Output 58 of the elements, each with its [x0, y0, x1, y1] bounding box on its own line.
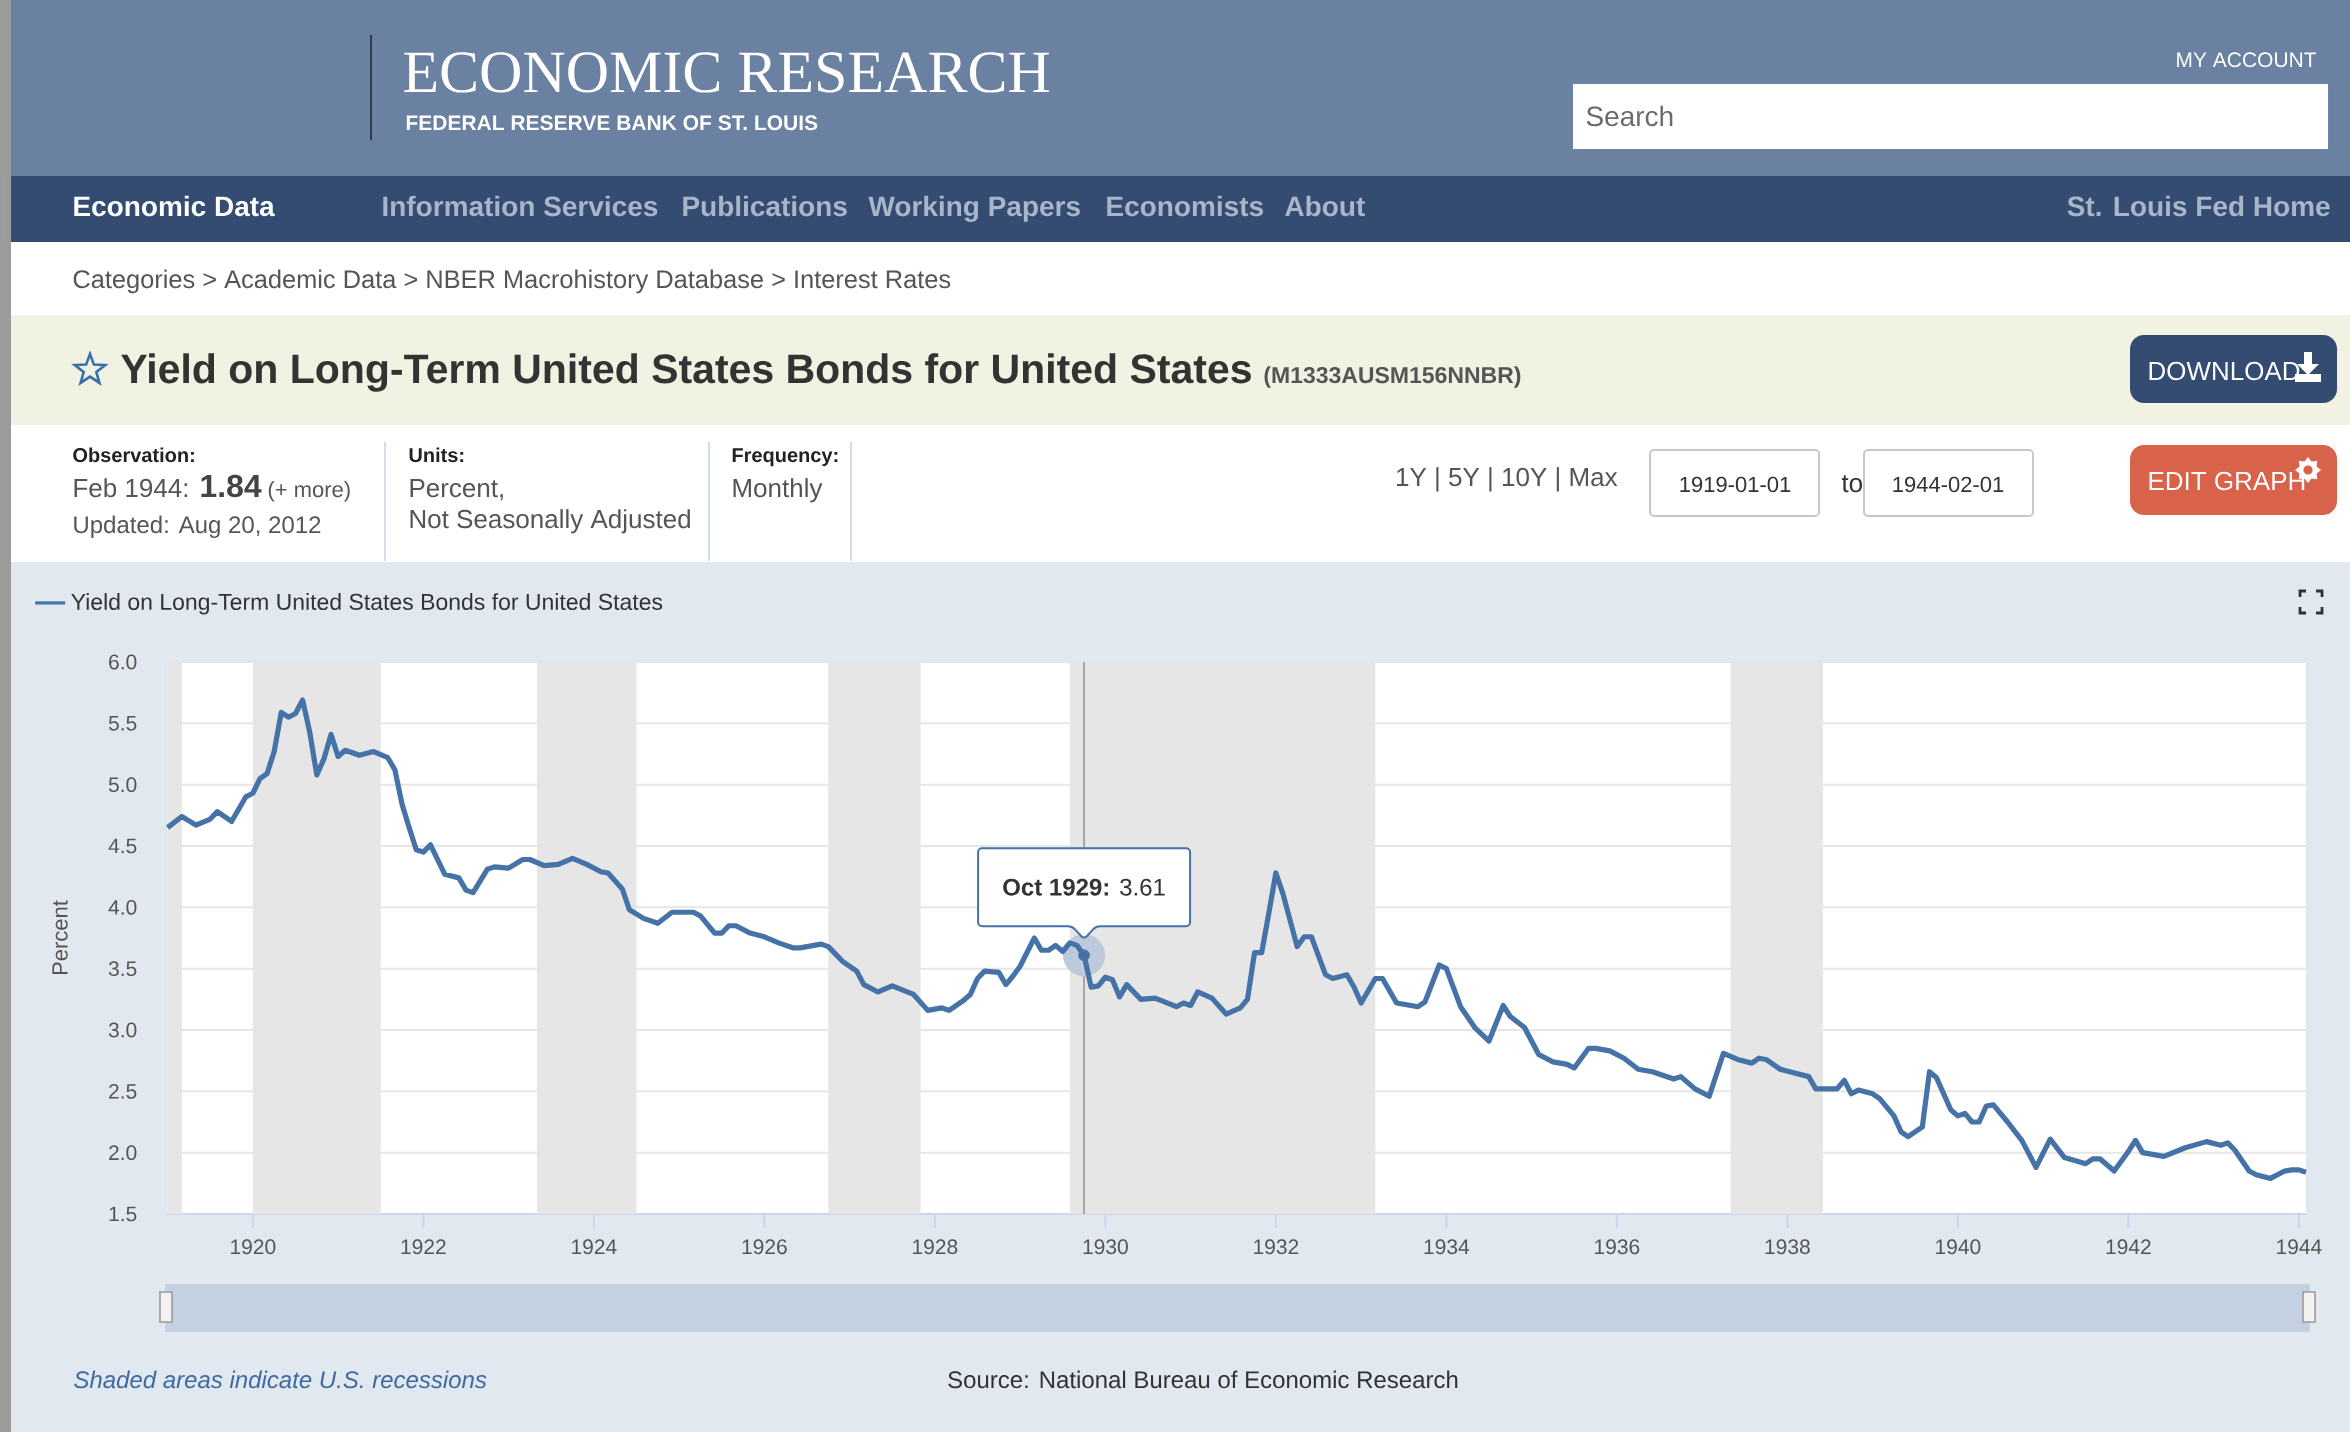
x-tick-label: 1940 [1936, 1239, 1981, 1255]
x-tick-label: 1920 [231, 1239, 276, 1255]
text: Economists [1107, 195, 1263, 217]
text: Information Services [383, 195, 658, 217]
text: Feb 1944: [74, 478, 188, 498]
y-tick-label: 5.5 [108, 716, 137, 731]
chart-title: Yield on Long-Term United States Bonds for United States [121, 353, 1251, 392]
y-tick-label: 2.5 [109, 1083, 137, 1099]
x-tick-label: 1944 [2277, 1239, 2322, 1255]
y-tick-label: 4.5 [108, 838, 137, 854]
text: (+ more) [268, 481, 350, 502]
x-tick-label: 1936 [1595, 1239, 1640, 1255]
text: Shaded areas indicate U.S. recessions [74, 1370, 487, 1389]
text: Categories > Academic Data > NBER Macrohistory Database > Interest Rates [73, 269, 951, 294]
text: Economic Data [74, 195, 275, 217]
x-tick-label: 1934 [1424, 1239, 1470, 1255]
text: 1944-02-01 [1893, 476, 2004, 493]
text: 1.84 [201, 474, 262, 498]
text: Not Seasonally Adjusted [410, 509, 690, 534]
text: About [1285, 195, 1365, 217]
y-tick-label: 3.5 [108, 961, 137, 977]
y-axis-title: Percent [52, 900, 68, 975]
text: Updated: Aug 20, 2012 [74, 515, 321, 538]
text: Units: [409, 447, 464, 463]
text: Monthly [733, 478, 823, 503]
text: 1Y | 5Y | 10Y | Max [1397, 467, 1618, 492]
x-tick-label: 1926 [742, 1239, 787, 1255]
text: to [1841, 475, 1863, 493]
text: Frequency: [732, 448, 838, 467]
text: MY ACCOUNT [2177, 52, 2317, 68]
y-tick-label: 4.0 [108, 899, 137, 915]
y-tick-label: 3.0 [108, 1022, 137, 1038]
text: 1919-01-01 [1680, 476, 1791, 493]
y-tick-label: 2.0 [109, 1145, 137, 1161]
x-tick-label: 1928 [913, 1239, 958, 1255]
y-tick-label: 5.0 [108, 777, 137, 793]
text: St. Louis Fed Home [2067, 195, 2330, 217]
x-tick-label: 1922 [401, 1239, 446, 1255]
text: FEDERAL RESERVE BANK OF ST. LOUIS [406, 115, 818, 131]
y-tick-label: 1.5 [109, 1206, 137, 1222]
text: ECONOMIC RESEARCH [404, 52, 1050, 93]
text: Observation: [73, 447, 194, 463]
text: Search [1586, 105, 1673, 127]
text: EDIT GRAPH [2149, 471, 2305, 491]
annotation: Oct 1929: 3.61 [1003, 878, 1165, 896]
chart-subtitle: (M1333AUSM156NNBR) [1264, 366, 1521, 388]
text: Working Papers [868, 195, 1080, 222]
text: Percent, [410, 479, 503, 501]
text: Publications [683, 195, 847, 217]
x-tick-label: 1938 [1765, 1239, 1810, 1255]
x-tick-label: 1942 [2106, 1239, 2151, 1255]
y-tick-label: 6.0 [109, 654, 137, 670]
legend-label: Yield on Long-Term United States Bonds for United States [71, 593, 663, 615]
text: DOWNLOAD [2149, 361, 2300, 381]
x-tick-label: 1932 [1254, 1239, 1299, 1255]
x-tick-label: 1924 [572, 1239, 617, 1255]
source-note: Source: National Bureau of Economic Research [948, 1370, 1458, 1389]
x-tick-label: 1930 [1083, 1239, 1128, 1255]
